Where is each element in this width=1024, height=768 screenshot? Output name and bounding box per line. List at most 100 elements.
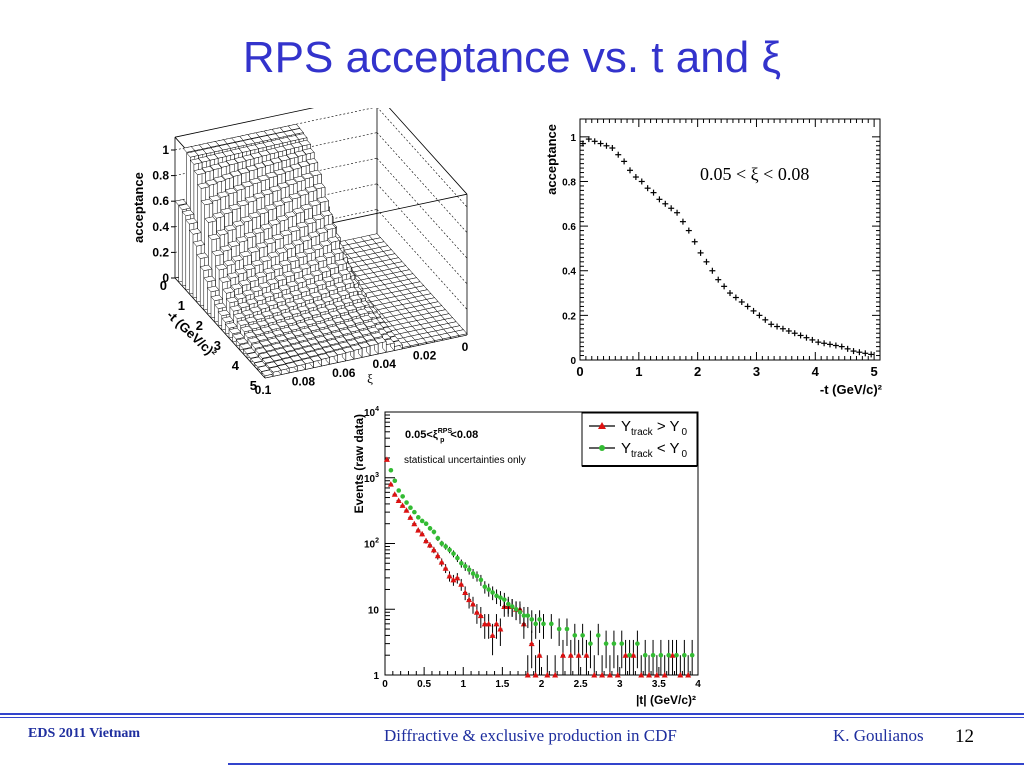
data-point: [661, 655, 668, 678]
y-axis-label: Events (raw data): [352, 414, 366, 513]
t-tick-label: 1: [178, 298, 185, 313]
x-tick-label: 3: [753, 364, 760, 379]
lego-bar: [269, 365, 282, 377]
z-tick-label: 1: [162, 143, 169, 157]
z-tick-label: 0.4: [152, 220, 169, 234]
data-point: [803, 334, 810, 341]
data-point: [638, 178, 645, 185]
data-point: [454, 573, 461, 584]
data-point: [486, 583, 492, 597]
data-point: [856, 349, 863, 356]
data-point: [666, 639, 671, 675]
data-point: [536, 639, 543, 675]
data-point: [609, 145, 616, 152]
grid-line: [174, 157, 378, 202]
data-point: [383, 456, 390, 462]
data-point: [564, 618, 570, 646]
data-point: [419, 530, 426, 537]
lego-bar: [301, 357, 314, 370]
data-point: [679, 218, 686, 225]
data-point: [727, 290, 733, 297]
x-axis-label: -t (GeV/c)²: [820, 382, 883, 397]
data-point: [446, 571, 453, 582]
lego-bar: [333, 348, 347, 363]
data-point: [677, 655, 684, 678]
data-point: [868, 351, 875, 358]
data-point: [462, 586, 469, 601]
data-point: [400, 494, 405, 499]
data-point: [423, 521, 429, 527]
data-point: [404, 500, 409, 505]
data-point: [470, 569, 476, 579]
data-point: [738, 298, 745, 305]
data-point: [517, 604, 523, 624]
y-tick-label: 0.8: [562, 177, 576, 188]
data-point: [462, 562, 468, 571]
lego-bar: [349, 343, 363, 360]
events-vs-t-chart: 0 0.5 1 1.5 2 2.5 3 3.5 4 1 10 102 103 104 |t| (GeV/c)…: [352, 406, 701, 707]
data-point: [597, 140, 604, 147]
data-point: [521, 606, 527, 629]
data-point: [469, 596, 476, 614]
data-point: [627, 167, 633, 174]
data-point: [785, 327, 792, 334]
z-tick-label: 0: [162, 271, 169, 285]
lego-bar: [285, 361, 298, 374]
data-point: [774, 323, 781, 330]
data-point: [567, 639, 574, 675]
acceptance-vs-t-points: [579, 136, 875, 358]
data-point: [502, 592, 507, 609]
data-point: [541, 614, 546, 639]
plot-frame: [579, 118, 881, 361]
grid-line: [376, 132, 468, 233]
data-point: [493, 614, 500, 639]
x-tick-label: 2: [539, 679, 545, 690]
y-tick-label: 1: [373, 671, 379, 682]
x-tick-label: 3: [617, 679, 623, 690]
data-point: [427, 526, 433, 531]
data-point: [388, 467, 394, 473]
data-point: [691, 238, 698, 245]
data-point: [477, 606, 484, 629]
data-point: [544, 655, 551, 678]
y-tick-label: 0.4: [562, 267, 576, 278]
data-point: [844, 345, 851, 352]
data-point: [809, 336, 816, 343]
data-point: [430, 546, 437, 554]
data-point: [682, 639, 687, 675]
x-tick-label: 2: [694, 364, 701, 379]
data-point: [459, 559, 464, 568]
footer-rule-top-thin: [0, 717, 1024, 718]
data-point: [627, 639, 632, 675]
t-tick-label: 5: [250, 378, 257, 393]
data-point: [621, 158, 628, 165]
data-point: [615, 151, 622, 158]
chart-annotation: statistical uncertainties only: [404, 455, 526, 466]
data-point: [606, 655, 613, 678]
x-tick-label: 0: [576, 364, 583, 379]
data-point: [447, 546, 452, 554]
y-tick-label: 0.6: [562, 222, 576, 233]
data-point: [473, 604, 480, 624]
data-point: [387, 481, 394, 487]
y-tick-label: 1: [570, 133, 576, 144]
data-point: [619, 630, 625, 669]
data-point: [588, 630, 593, 669]
data-point: [525, 606, 531, 629]
data-point: [653, 655, 660, 678]
data-point: [603, 142, 610, 149]
footer-left: EDS 2011 Vietnam: [28, 726, 141, 741]
data-point: [595, 623, 601, 656]
data-point: [579, 140, 586, 147]
data-point: [423, 537, 430, 544]
data-point: [572, 623, 578, 656]
xi-tick-label: 0.06: [332, 366, 356, 380]
x-tick-label: 0.5: [417, 679, 431, 690]
data-point: [509, 599, 515, 617]
data-point: [412, 509, 417, 515]
lego-bar: [277, 363, 290, 375]
x-tick-label: 4: [695, 679, 701, 690]
t-tick-label: 3: [214, 338, 221, 353]
data-point: [744, 303, 751, 310]
